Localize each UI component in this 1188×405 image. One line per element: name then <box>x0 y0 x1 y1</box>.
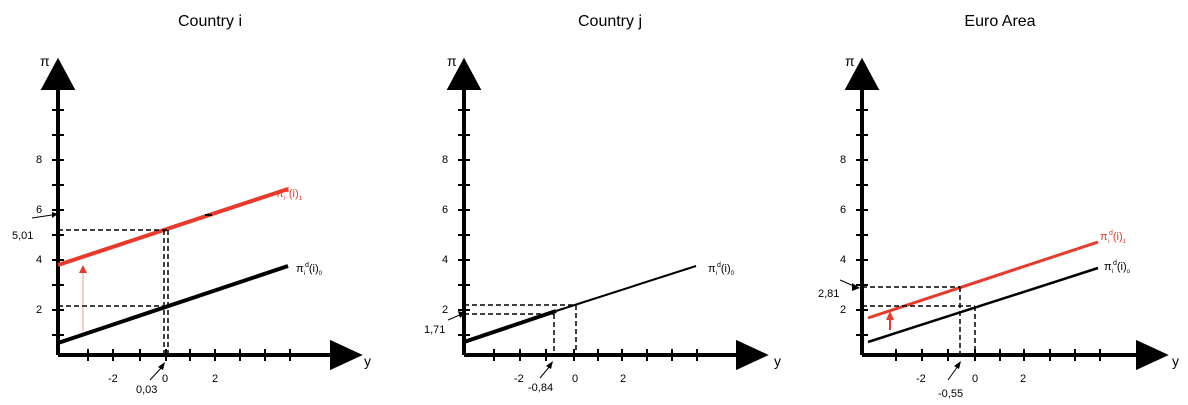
dashed-guides <box>464 304 577 355</box>
x-tick-marks <box>493 349 698 361</box>
annotation-value: -0,84 <box>528 382 553 394</box>
annotation-value: 5,01 <box>12 230 33 242</box>
panel-title: Euro Area <box>964 13 1035 30</box>
x-tick-label: 2 <box>1020 373 1026 385</box>
demand-line-1 <box>57 187 289 267</box>
x-tick-label: 0 <box>972 373 978 385</box>
x-axis <box>862 339 1169 371</box>
annotation-value: 1,71 <box>424 324 445 336</box>
y-axis <box>446 57 482 355</box>
demand-line-0 <box>57 264 289 345</box>
annotation-value: -0,55 <box>938 388 963 400</box>
y-axis <box>40 57 76 355</box>
y-tick-label: 6 <box>442 204 448 216</box>
y-tick-label: 6 <box>840 204 846 216</box>
dashed-guides <box>58 229 169 355</box>
annotation-value: 2,81 <box>818 288 839 300</box>
x-tick-marks <box>87 349 291 361</box>
demand-line-0 <box>867 266 1099 344</box>
line-label-1: πid(i)1 <box>1100 230 1127 245</box>
y-axis <box>844 57 880 355</box>
x-axis <box>464 339 769 371</box>
panel-country-i: Country i π y 2 4 6 8 -2 0 2 <box>12 13 371 396</box>
y-tick-label: 8 <box>442 154 448 166</box>
line-label-0: πid(i)0 <box>296 262 323 277</box>
x-tick-label: 2 <box>212 373 218 385</box>
line-label-0: πid(i)0 <box>708 262 735 277</box>
panel-euro-area: Euro Area π y 2 4 6 8 -2 0 2 πid(i)1 <box>818 13 1179 400</box>
dashed-guides <box>862 286 976 355</box>
y-axis-symbol: π <box>845 53 855 69</box>
x-tick-label: 0 <box>162 373 168 385</box>
y-tick-label: 6 <box>36 204 42 216</box>
x-tick-label: -2 <box>916 373 926 385</box>
x-axis-symbol: y <box>1172 353 1179 369</box>
y-tick-label: 2 <box>36 304 42 316</box>
x-axis-symbol: y <box>364 353 371 369</box>
y-tick-label: 2 <box>840 304 846 316</box>
y-tick-label: 4 <box>840 254 846 266</box>
x-tick-label: -2 <box>514 373 524 385</box>
demand-line-0-thick <box>463 309 557 344</box>
y-axis-symbol: π <box>40 53 50 69</box>
x-axis-symbol: y <box>774 353 781 369</box>
y-tick-marks <box>52 109 64 336</box>
panel-title: Country j <box>578 13 642 30</box>
demand-line-0 <box>555 265 697 312</box>
x-tick-label: -2 <box>108 373 118 385</box>
y-tick-label: 4 <box>442 254 448 266</box>
shift-arrow <box>886 311 894 320</box>
panel-title: Country i <box>178 13 242 30</box>
y-tick-label: 4 <box>36 254 42 266</box>
x-tick-label: 2 <box>620 373 626 385</box>
y-tick-label: 2 <box>442 304 448 316</box>
x-axis <box>58 339 363 371</box>
y-tick-label: 8 <box>36 154 42 166</box>
y-axis-symbol: π <box>447 53 457 69</box>
y-tick-marks <box>856 109 868 336</box>
panel-country-j: Country j π y 2 4 6 8 -2 0 2 πid(i)0 <box>424 13 781 394</box>
annotation-value: 0,03 <box>136 384 157 396</box>
line-label-0: πid(i)o <box>1104 260 1131 275</box>
y-tick-label: 8 <box>840 154 846 166</box>
y-tick-marks <box>458 109 470 336</box>
x-tick-label: 0 <box>572 373 578 385</box>
shift-arrow <box>79 265 87 273</box>
line-label-1: πid(i)1 <box>276 187 303 202</box>
